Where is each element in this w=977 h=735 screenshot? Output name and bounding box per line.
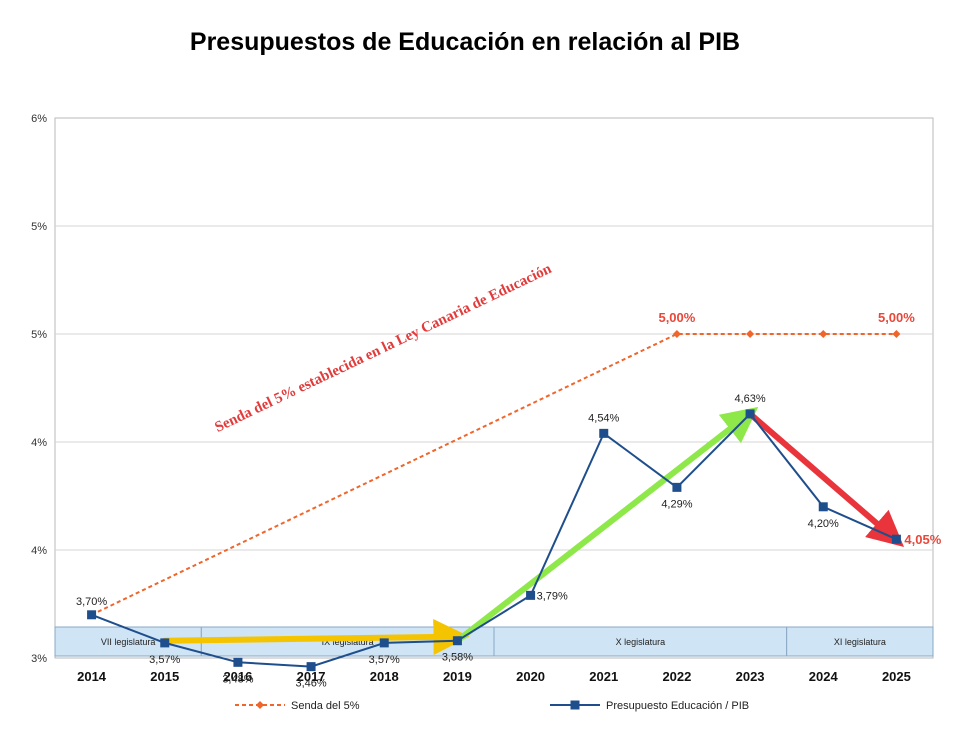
- presupuesto-data-label: 4,05%: [904, 532, 941, 547]
- presupuesto-point: [160, 638, 170, 648]
- presupuesto-point: [87, 610, 97, 620]
- legend-label-senda: Senda del 5%: [291, 700, 360, 712]
- presupuesto-point: [379, 638, 389, 648]
- senda-point: [672, 330, 681, 338]
- x-tick-label: 2018: [370, 669, 399, 684]
- y-tick-label: 5%: [31, 329, 47, 341]
- trend-arrow: [454, 406, 759, 644]
- legend-label-presupuesto: Presupuesto Educación / PIB: [606, 700, 749, 712]
- senda-data-label: 5,00%: [878, 310, 915, 325]
- legend-marker-presupuesto: [570, 700, 580, 710]
- x-tick-label: 2023: [736, 669, 765, 684]
- presupuesto-point: [672, 482, 682, 492]
- presupuesto-point: [233, 657, 243, 667]
- presupuesto-data-label: 4,54%: [588, 412, 619, 424]
- presupuesto-data-label: 3,70%: [76, 596, 107, 608]
- senda-annotation: Senda del 5% establecida en la Ley Canar…: [212, 261, 554, 436]
- senda-point: [819, 330, 828, 338]
- presupuesto-data-label: 3,58%: [442, 652, 473, 664]
- presupuesto-data-label: 3,79%: [537, 590, 568, 602]
- trend-arrow: [161, 618, 470, 655]
- legislatura-label: X legislatura: [616, 637, 666, 647]
- presupuesto-data-label: 4,63%: [734, 393, 765, 405]
- y-tick-label: 5%: [31, 221, 47, 233]
- x-tick-label: 2019: [443, 669, 472, 684]
- legislatura-label: IX legislatura: [322, 637, 374, 647]
- presupuesto-point: [306, 662, 316, 672]
- legislatura-label: VII legislatura: [101, 637, 156, 647]
- y-tick-label: 4%: [31, 545, 47, 557]
- presupuesto-point: [818, 502, 828, 512]
- plot-area: [54, 117, 934, 659]
- x-tick-label: 2016: [223, 669, 252, 684]
- y-tick-label: 4%: [31, 437, 47, 449]
- chart-title: Presupuestos de Educación en relación al…: [189, 28, 741, 56]
- presupuesto-data-label: 3,57%: [149, 654, 180, 666]
- x-tick-label: 2015: [150, 669, 179, 684]
- presupuesto-line: [91, 412, 897, 668]
- x-tick-label: 2021: [589, 669, 618, 684]
- x-tick-label: 2024: [809, 669, 839, 684]
- x-tick-label: 2020: [516, 669, 545, 684]
- senda-point: [746, 330, 755, 338]
- presupuesto-data-label: 4,20%: [808, 518, 839, 530]
- x-tick-label: 2017: [297, 669, 326, 684]
- presupuesto-point: [891, 534, 901, 544]
- presupuesto-data-label: 3,46%: [295, 678, 326, 690]
- senda-data-label: 5,00%: [658, 310, 695, 325]
- presupuesto-data-label: 3,57%: [369, 654, 400, 666]
- presupuesto-point: [599, 428, 609, 438]
- legislatura-band: [786, 626, 934, 657]
- presupuesto-data-label: 4,29%: [661, 498, 692, 510]
- x-tick-label: 2025: [882, 669, 911, 684]
- trend-arrow: [747, 410, 905, 547]
- senda-point: [892, 330, 901, 338]
- presupuesto-data-label: 3,48%: [222, 673, 253, 685]
- x-tick-label: 2022: [662, 669, 691, 684]
- presupuesto-point: [526, 590, 536, 600]
- legislatura-label: XI legislatura: [834, 637, 886, 647]
- y-tick-label: 6%: [31, 113, 47, 125]
- x-tick-label: 2014: [77, 669, 107, 684]
- legend-marker-senda: [256, 701, 264, 709]
- senda-line: [91, 333, 897, 616]
- presupuesto-point: [452, 636, 462, 646]
- presupuesto-point: [745, 409, 755, 419]
- y-tick-label: 3%: [31, 653, 47, 665]
